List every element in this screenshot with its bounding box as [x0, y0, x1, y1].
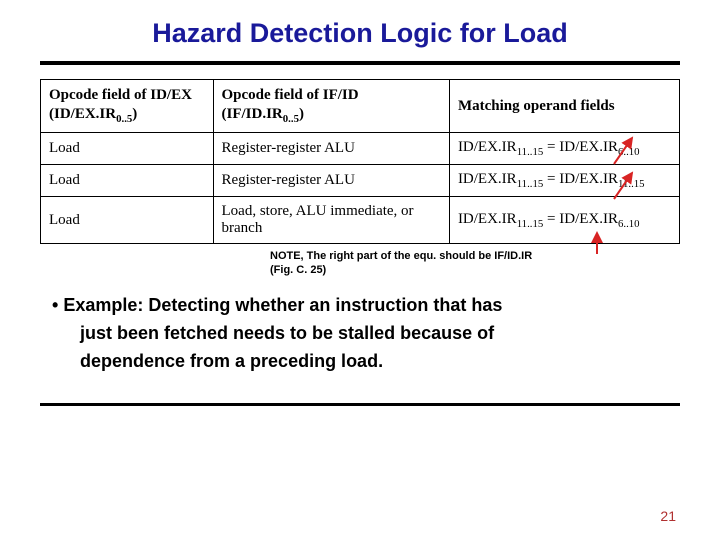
th0-sub: 0..5: [116, 113, 132, 125]
th0-line1: Opcode field of ID/EX: [49, 87, 192, 103]
th0-line2-post: ): [132, 106, 137, 122]
cell-opcode-idex: Load: [41, 165, 214, 197]
cell-matching: ID/EX.IR11..15 = ID/EX.IR6..10: [449, 133, 679, 165]
table-row: LoadRegister-register ALUID/EX.IR11..15 …: [41, 165, 680, 197]
th-opcode-ifid: Opcode field of IF/ID (IF/ID.IR0..5): [213, 80, 449, 133]
cell-opcode-idex: Load: [41, 133, 214, 165]
cell-opcode-ifid: Load, store, ALU immediate, or branch: [213, 197, 449, 244]
example-line3: dependence from a preceding load.: [52, 348, 680, 376]
cell-matching: ID/EX.IR11..15 = ID/EX.IR6..10: [449, 197, 679, 244]
example-line1: Example: Detecting whether an instructio…: [52, 292, 680, 320]
hazard-table: Opcode field of ID/EX (ID/EX.IR0..5) Opc…: [40, 79, 680, 244]
page-title: Hazard Detection Logic for Load: [40, 18, 680, 49]
th-matching: Matching operand fields: [449, 80, 679, 133]
th1-sub: 0..5: [283, 113, 299, 125]
th0-line2-pre: (ID/EX.IR: [49, 106, 116, 122]
title-rule: [40, 61, 680, 65]
th-opcode-idex: Opcode field of ID/EX (ID/EX.IR0..5): [41, 80, 214, 133]
cell-opcode-ifid: Register-register ALU: [213, 133, 449, 165]
cell-matching: ID/EX.IR11..15 = ID/EX.IR11..15: [449, 165, 679, 197]
th2-pre: Matching operand fields: [458, 98, 615, 114]
example-bullet: Example: Detecting whether an instructio…: [40, 292, 680, 376]
th1-post: ): [299, 106, 304, 122]
cell-opcode-idex: Load: [41, 197, 214, 244]
example-line2: just been fetched needs to be stalled be…: [52, 320, 680, 348]
table-row: LoadRegister-register ALUID/EX.IR11..15 …: [41, 133, 680, 165]
correction-note: NOTE, The right part of the equ. should …: [40, 250, 680, 278]
bottom-rule: [40, 403, 680, 406]
page-number: 21: [660, 508, 676, 524]
note-line2: (Fig. C. 25): [270, 264, 326, 276]
table-row: LoadLoad, store, ALU immediate, or branc…: [41, 197, 680, 244]
table-header-row: Opcode field of ID/EX (ID/EX.IR0..5) Opc…: [41, 80, 680, 133]
cell-opcode-ifid: Register-register ALU: [213, 165, 449, 197]
note-line1: NOTE, The right part of the equ. should …: [270, 250, 532, 262]
